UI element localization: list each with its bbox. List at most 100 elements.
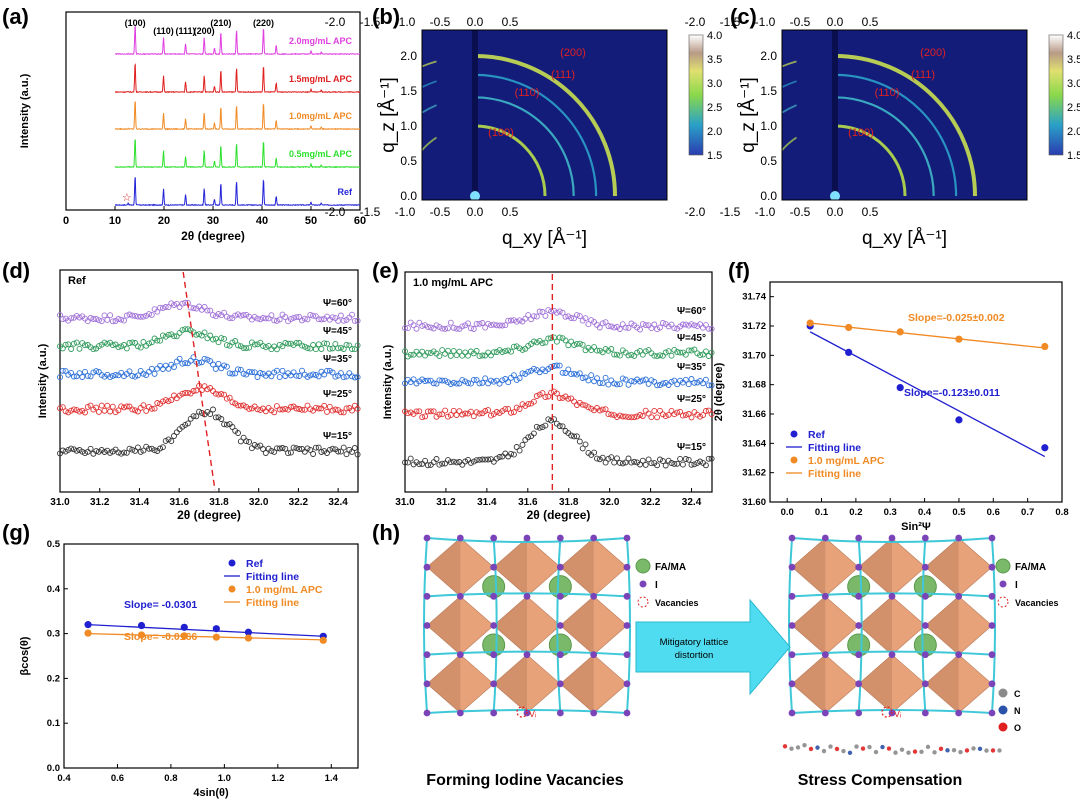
panel-a-xrd-chart: 0 10 20 30 40 50 60 2θ (degree) Intensity (a.u.)… xyxy=(19,11,366,243)
iodide-atom xyxy=(623,709,631,717)
data-point xyxy=(596,407,603,414)
data-point xyxy=(416,408,423,415)
data-point xyxy=(212,390,219,397)
data-point xyxy=(654,353,661,360)
molecule-atom xyxy=(990,748,996,753)
data-point xyxy=(201,304,208,310)
x-tick-label: 31.6 xyxy=(518,497,538,508)
data-point xyxy=(539,390,546,397)
data-point xyxy=(129,339,136,346)
data-point xyxy=(553,338,560,345)
data-point xyxy=(307,406,314,413)
series-points-5 xyxy=(402,307,715,333)
molecule-atom xyxy=(867,744,872,750)
data-point xyxy=(304,402,311,409)
data-point xyxy=(651,352,658,359)
data-point xyxy=(665,411,672,418)
slope-label-1: Slope=-0.123±0.011 xyxy=(904,387,1000,399)
data-point xyxy=(639,351,646,358)
arrow-text: Mitigatory lattice xyxy=(660,637,729,648)
data-point xyxy=(639,377,646,384)
data-point xyxy=(614,351,620,358)
peak-label: (110) xyxy=(153,26,174,36)
data-point xyxy=(148,445,155,452)
data-point xyxy=(616,459,623,466)
data-point xyxy=(129,406,136,413)
data-point xyxy=(109,318,116,325)
molecule-atom xyxy=(951,748,957,753)
data-point xyxy=(657,382,663,388)
iodide-atom xyxy=(623,534,631,542)
data-point xyxy=(608,377,615,384)
molecule-atom xyxy=(880,744,885,750)
data-point xyxy=(201,355,208,362)
diffraction-ring-left xyxy=(782,136,797,152)
data-point xyxy=(645,410,652,417)
x-tick-label: 10 xyxy=(109,215,121,227)
data-point xyxy=(98,318,105,325)
data-point xyxy=(490,321,497,328)
series-line-2 xyxy=(114,139,361,169)
legend-iodide xyxy=(639,580,647,588)
panel-label-h: (h) xyxy=(372,520,400,545)
data-point xyxy=(293,405,300,412)
data-point xyxy=(625,352,632,359)
data-point xyxy=(318,316,325,323)
peak-label: (111) xyxy=(176,26,196,36)
iodide-atom xyxy=(523,592,531,600)
data-point xyxy=(513,444,520,450)
data-point xyxy=(109,403,116,410)
data-point xyxy=(84,621,92,629)
data-point xyxy=(674,349,681,355)
data-point xyxy=(70,406,77,413)
data-point xyxy=(611,324,618,331)
data-point xyxy=(165,304,172,311)
iodide-atom xyxy=(623,651,631,659)
data-point xyxy=(223,363,230,370)
data-point xyxy=(651,407,658,414)
data-point xyxy=(679,461,686,468)
panel-g-williamson-hall-chart: 0.4 0.6 0.8 1.0 1.2 1.4 0.0 0.1 0.2 0.3 0.4 0.5 4sin… xyxy=(19,539,359,799)
data-point xyxy=(551,334,557,341)
data-point xyxy=(467,380,474,387)
data-point xyxy=(84,372,91,379)
data-point xyxy=(585,377,592,384)
data-point xyxy=(282,373,289,379)
data-point xyxy=(548,335,555,342)
y-axis-label: q_z [Å⁻¹] xyxy=(378,77,399,153)
legend-label: Fitting line xyxy=(246,571,299,583)
data-point xyxy=(82,450,88,457)
data-point xyxy=(129,446,136,453)
data-point xyxy=(450,324,457,331)
data-point xyxy=(276,341,283,348)
data-point xyxy=(665,348,672,355)
data-point xyxy=(539,424,546,431)
octahedron-shade xyxy=(858,654,892,713)
iodide-atom xyxy=(921,592,929,600)
legend-label: Ref xyxy=(246,558,263,570)
iodide-atom xyxy=(921,709,929,717)
peak-label: (220) xyxy=(253,18,274,28)
data-point xyxy=(453,352,460,359)
data-point xyxy=(279,406,286,413)
data-point xyxy=(619,375,626,382)
data-point xyxy=(268,312,275,319)
data-point xyxy=(157,445,164,452)
data-point xyxy=(340,346,347,352)
data-point xyxy=(223,395,230,402)
data-point xyxy=(293,445,300,452)
data-point xyxy=(545,393,552,400)
data-point xyxy=(68,369,75,376)
data-point xyxy=(616,381,623,388)
data-point xyxy=(685,322,692,329)
data-point xyxy=(470,413,477,420)
x-tick-label: 0.1 xyxy=(815,507,829,518)
data-point xyxy=(433,456,440,462)
data-point xyxy=(162,304,169,310)
data-point xyxy=(657,407,663,414)
data-point xyxy=(62,341,69,348)
octahedron-shade xyxy=(427,654,461,713)
data-point xyxy=(240,345,247,351)
data-point xyxy=(542,394,549,401)
panel-label-f: (f) xyxy=(728,258,750,283)
